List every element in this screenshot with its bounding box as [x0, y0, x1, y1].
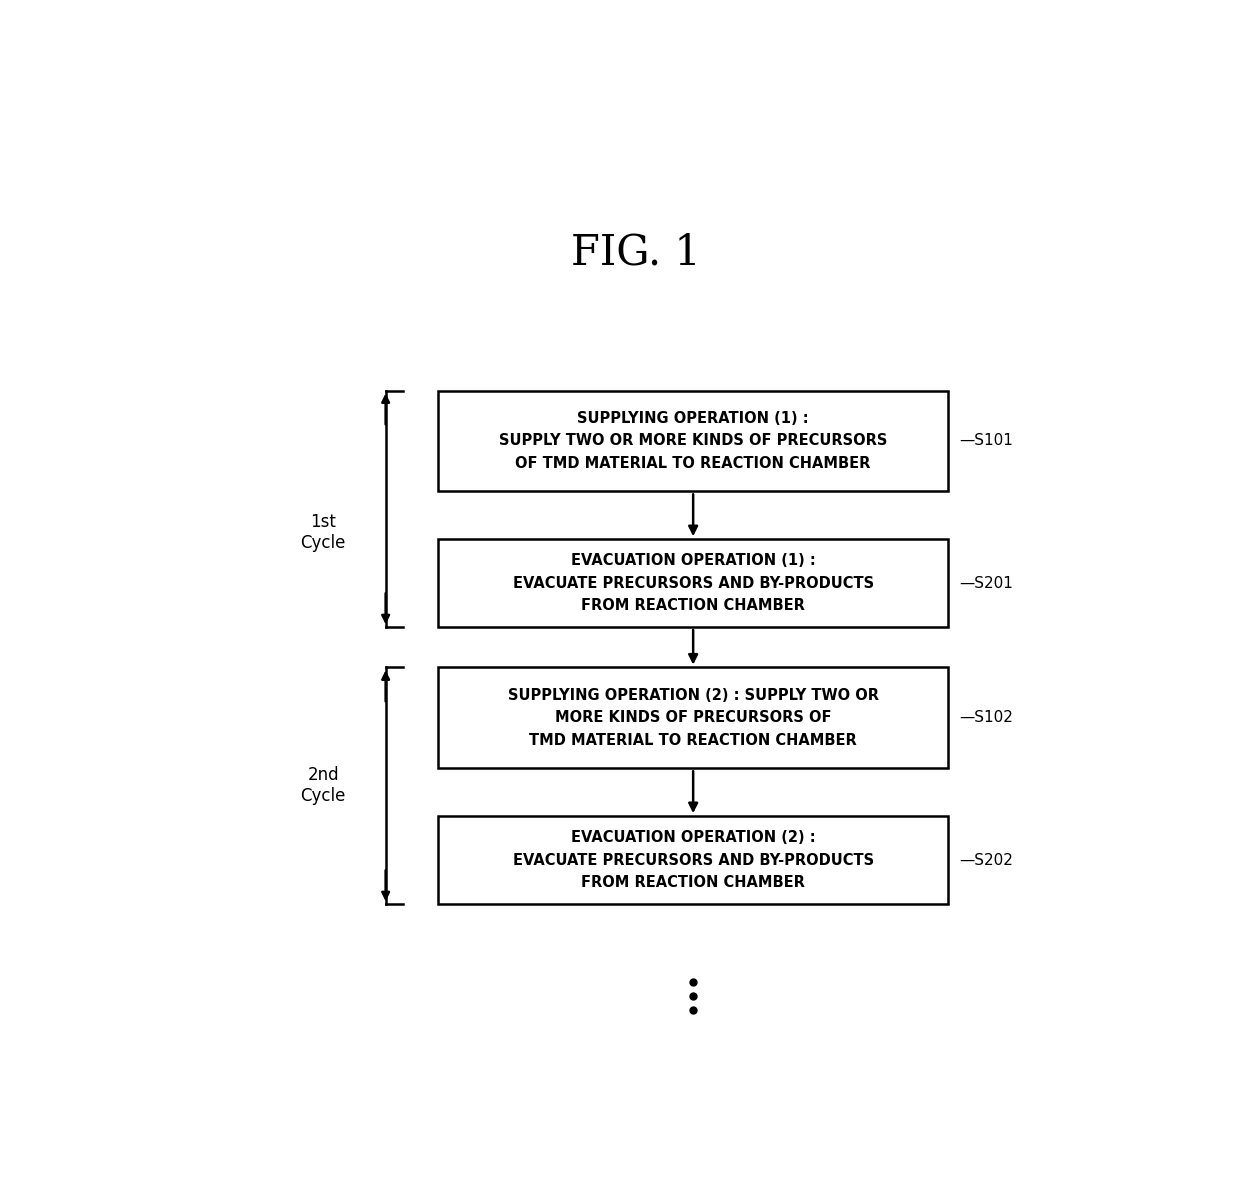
Text: —S101: —S101 — [960, 434, 1013, 449]
FancyBboxPatch shape — [439, 667, 947, 768]
Text: 2nd
Cycle: 2nd Cycle — [300, 766, 346, 805]
Text: FIG. 1: FIG. 1 — [570, 232, 701, 274]
FancyBboxPatch shape — [439, 540, 947, 628]
Text: —S202: —S202 — [960, 853, 1013, 867]
Text: EVACUATION OPERATION (2) :
EVACUATE PRECURSORS AND BY-PRODUCTS
FROM REACTION CHA: EVACUATION OPERATION (2) : EVACUATE PREC… — [512, 830, 874, 890]
FancyBboxPatch shape — [439, 391, 947, 492]
Text: EVACUATION OPERATION (1) :
EVACUATE PRECURSORS AND BY-PRODUCTS
FROM REACTION CHA: EVACUATION OPERATION (1) : EVACUATE PREC… — [512, 554, 874, 613]
Text: SUPPLYING OPERATION (2) : SUPPLY TWO OR
MORE KINDS OF PRECURSORS OF
TMD MATERIAL: SUPPLYING OPERATION (2) : SUPPLY TWO OR … — [507, 688, 879, 748]
FancyBboxPatch shape — [439, 816, 947, 904]
Text: 1st
Cycle: 1st Cycle — [300, 513, 346, 553]
Text: SUPPLYING OPERATION (1) :
SUPPLY TWO OR MORE KINDS OF PRECURSORS
OF TMD MATERIAL: SUPPLYING OPERATION (1) : SUPPLY TWO OR … — [498, 411, 888, 470]
Text: —S201: —S201 — [960, 575, 1013, 591]
Text: —S102: —S102 — [960, 710, 1013, 725]
